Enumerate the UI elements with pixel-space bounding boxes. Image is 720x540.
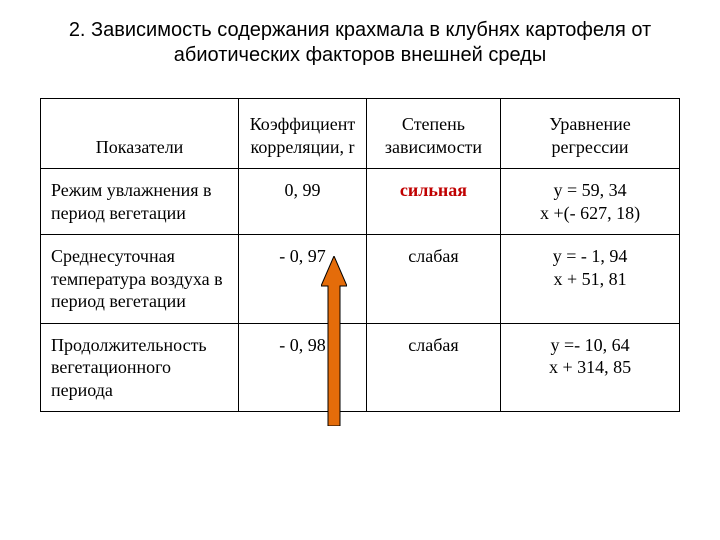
cell-indicator: Продолжительность вегетационного периода — [41, 323, 239, 412]
eq-line1: у =- 10, 64 — [550, 335, 629, 355]
cell-coef: 0, 99 — [239, 169, 367, 235]
table-row: Режим увлажнения в период вегетации 0, 9… — [41, 169, 680, 235]
eq-line1: у = 59, 34 — [553, 180, 626, 200]
cell-degree: слабая — [366, 235, 500, 324]
header-equation: Уравнение регрессии — [501, 99, 680, 169]
table-row: Среднесуточная температура воздуха в пер… — [41, 235, 680, 324]
cell-equation: у = 59, 34 х +(- 627, 18) — [501, 169, 680, 235]
degree-value: сильная — [400, 180, 467, 200]
table-header-row: Показатели Коэффициент корреляции, r Сте… — [41, 99, 680, 169]
slide: 2. Зависимость содержания крахмала в клу… — [0, 0, 720, 540]
header-degree: Степень зависимости — [366, 99, 500, 169]
cell-equation: у =- 10, 64 х + 314, 85 — [501, 323, 680, 412]
header-indicator: Показатели — [41, 99, 239, 169]
cell-degree: сильная — [366, 169, 500, 235]
cell-indicator: Режим увлажнения в период вегетации — [41, 169, 239, 235]
cell-coef: - 0, 98 — [239, 323, 367, 412]
eq-line2: х + 314, 85 — [549, 357, 631, 377]
table-row: Продолжительность вегетационного периода… — [41, 323, 680, 412]
degree-value: слабая — [408, 335, 458, 355]
slide-title: 2. Зависимость содержания крахмала в клу… — [40, 18, 680, 68]
degree-value: слабая — [408, 246, 458, 266]
cell-degree: слабая — [366, 323, 500, 412]
eq-line2: х + 51, 81 — [553, 269, 626, 289]
cell-indicator: Среднесуточная температура воздуха в пер… — [41, 235, 239, 324]
data-table: Показатели Коэффициент корреляции, r Сте… — [40, 98, 680, 412]
header-coef: Коэффициент корреляции, r — [239, 99, 367, 169]
eq-line1: у = - 1, 94 — [553, 246, 628, 266]
cell-coef: - 0, 97 — [239, 235, 367, 324]
cell-equation: у = - 1, 94 х + 51, 81 — [501, 235, 680, 324]
eq-line2: х +(- 627, 18) — [540, 203, 640, 223]
